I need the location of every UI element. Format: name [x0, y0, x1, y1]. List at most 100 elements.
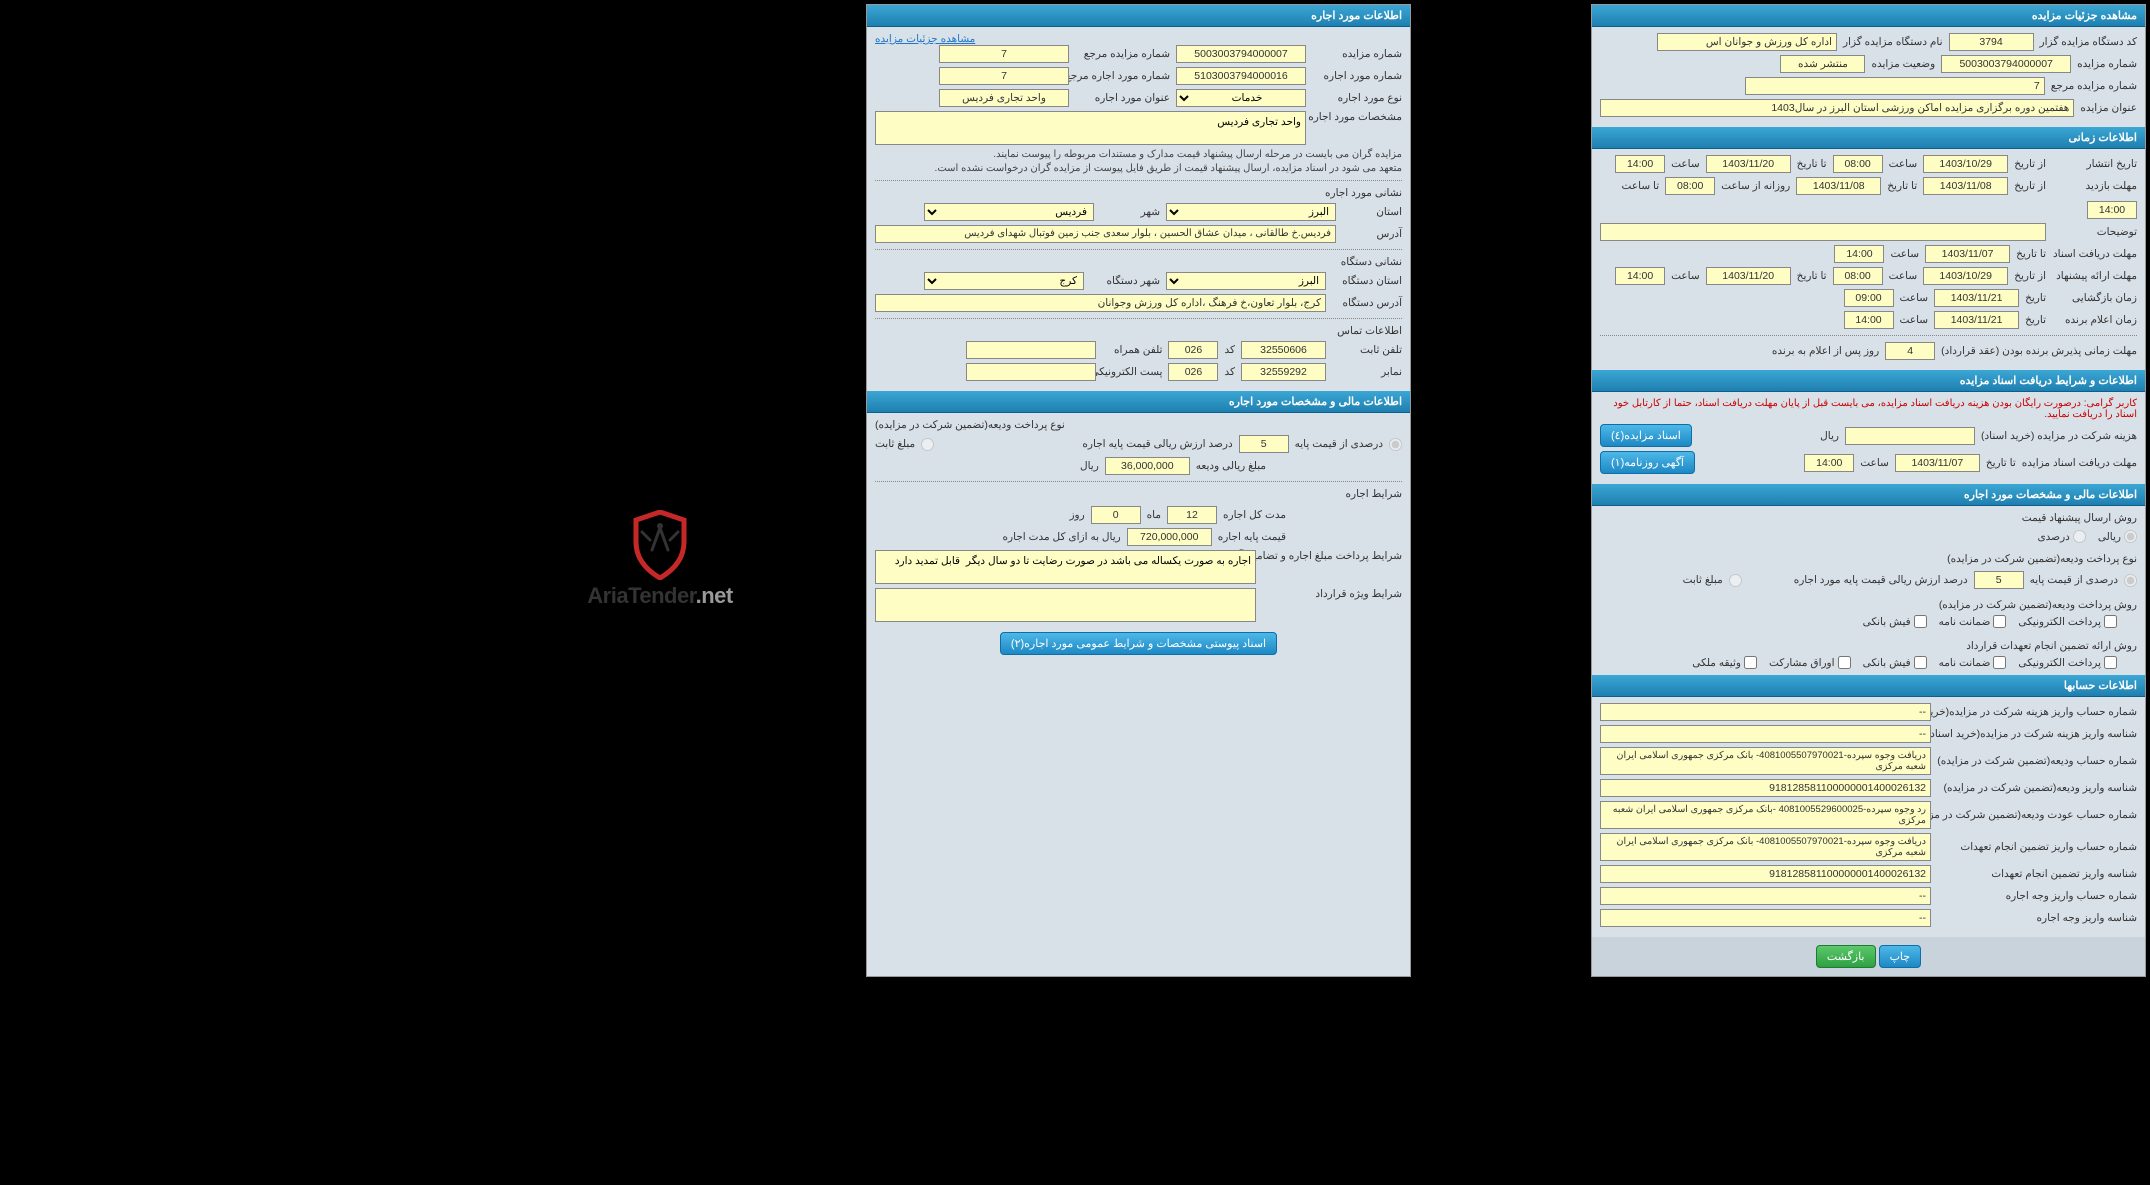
months-val: 12	[1167, 506, 1217, 524]
province-select[interactable]: البرز	[1166, 203, 1336, 221]
org-addr-header: نشانی دستگاه	[875, 256, 1402, 268]
payment-terms-label: شرایط پرداخت مبلغ اجاره و تضامین آن	[1262, 550, 1402, 562]
lf-unit: ریال	[1080, 460, 1099, 472]
special-terms-textarea[interactable]	[875, 588, 1256, 622]
l-lease-ref-label: شماره مورد اجاره مرجع	[1075, 70, 1170, 82]
pub-to-time: 14:00	[1615, 155, 1665, 173]
newspaper-ad-button[interactable]: آگهی روزنامه(١)	[1600, 451, 1695, 474]
contract-guarantee-label: روش ارائه تضمین انجام تعهدات قرارداد	[1966, 640, 2137, 652]
section-header-doc-terms: اطلاعات و شرایط دریافت اسناد مزایده	[1592, 370, 2145, 392]
fee-unit: ریال	[1820, 430, 1839, 442]
pct-val: 5	[1974, 571, 2024, 589]
section-header-time: اطلاعات زمانی	[1592, 127, 2145, 149]
org-field: اداره کل ورزش و جوانان اس	[1657, 33, 1837, 51]
code-label: کد دستگاه مزایده گزار	[2040, 36, 2137, 48]
l-lease-ref: 7	[939, 67, 1069, 85]
attachments-button[interactable]: اسناد پیوستی مشخصات و شرایط عمومی مورد ا…	[1000, 632, 1277, 655]
deposit-method-label: روش پرداخت ودیعه(تضمین شرکت در مزایده)	[1939, 599, 2137, 611]
city-label: شهر	[1100, 206, 1160, 218]
lf-pct-val: 5	[1239, 435, 1289, 453]
acc-v1: --	[1600, 703, 1931, 721]
doc-deadline-time: 14:00	[1834, 245, 1884, 263]
l-lease-no-label: شماره مورد اجاره	[1312, 70, 1402, 82]
l-ref-no-label: شماره مزایده مرجع	[1075, 48, 1170, 60]
prop-to-date: 1403/11/20	[1706, 267, 1791, 285]
print-button[interactable]: چاپ	[1879, 945, 1922, 968]
winner-time-label: زمان اعلام برنده	[2052, 314, 2137, 326]
view-details-link[interactable]: مشاهده جزئیات مزایده	[875, 33, 975, 45]
deposit-pct-radio[interactable]	[2124, 574, 2137, 587]
acc-v3: دریافت وجوه سپرده-4081005507970021- بانک…	[1600, 747, 1931, 775]
acc-l7: شناسه واریز تضمین انجام تعهدات	[1937, 868, 2137, 880]
duration-label: مدت کل اجاره	[1223, 509, 1286, 521]
mobile-label: تلفن همراه	[1102, 344, 1162, 356]
deposit-electronic[interactable]: پرداخت الکترونیکی	[2018, 615, 2117, 628]
org-city-label: شهر دستگاه	[1090, 275, 1160, 287]
open-time-label: زمان بازگشایی	[2052, 292, 2137, 304]
pct-label: درصدی از قیمت پایه	[2030, 574, 2118, 586]
auction-no-label: شماره مزایده	[2077, 58, 2137, 70]
auction-docs-button[interactable]: اسناد مزایده(٤)	[1600, 424, 1692, 447]
l-title-label: عنوان مورد اجاره	[1075, 92, 1170, 104]
notes-label: توضیحات	[2052, 226, 2137, 238]
addr-header: نشانی مورد اجاره	[875, 187, 1402, 199]
deposit-bank-slip[interactable]: فیش بانکی	[1863, 615, 1927, 628]
g-bank-slip[interactable]: فیش بانکی	[1863, 656, 1927, 669]
auction-no-field: 5003003794000007	[1941, 55, 2071, 73]
code-field: 3794	[1949, 33, 2034, 51]
back-button[interactable]: بازگشت	[1816, 945, 1876, 968]
base-price: 720,000,000	[1127, 528, 1212, 546]
lf-pct-label: درصدی از قیمت پایه	[1295, 438, 1383, 450]
visit-to-time: 14:00	[2087, 201, 2137, 219]
months-unit: ماه	[1147, 509, 1161, 521]
org-prov-select[interactable]: البرز	[1166, 272, 1326, 290]
lf-pct-suffix: درصد ارزش ریالی قیمت پایه اجاره	[1082, 438, 1232, 450]
g-bonds[interactable]: اوراق مشارکت	[1769, 656, 1851, 669]
winner-date: 1403/11/21	[1934, 311, 2019, 329]
g-property[interactable]: وثیقه ملکی	[1692, 656, 1757, 669]
deposit-fixed-radio[interactable]	[1729, 574, 1742, 587]
lf-deposit-type-label: نوع پرداخت ودیعه(تضمین شرکت در مزایده)	[875, 419, 1065, 431]
winner-time: 14:00	[1844, 311, 1894, 329]
org-city-select[interactable]: کرج	[924, 272, 1084, 290]
winner-accept-label: مهلت زمانی پذیرش برنده بودن (عقد قرارداد…	[1941, 345, 2137, 357]
l-auction-no: 5003003794000007	[1176, 45, 1306, 63]
l-spec-textarea[interactable]	[875, 111, 1306, 145]
city-select[interactable]: فردیس	[924, 203, 1094, 221]
price-method-pct[interactable]: درصدی	[2037, 530, 2085, 543]
base-price-suffix: ریال به ازای کل مدت اجاره	[1003, 531, 1121, 543]
section-header-lease: اطلاعات مورد اجاره	[867, 5, 1410, 27]
acc-v6: دریافت وجوه سپرده-4081005507970021- بانک…	[1600, 833, 1931, 861]
lf-fixed-radio[interactable]	[921, 438, 934, 451]
status-field: منتشر شده	[1780, 55, 1865, 73]
doc-deadline-date2: 1403/11/07	[1895, 454, 1980, 472]
deposit-guarantee[interactable]: ضمانت نامه	[1939, 615, 2007, 628]
l-title: واحد تجاری فردیس	[939, 89, 1069, 107]
days-unit: روز	[1069, 509, 1084, 521]
g-guarantee[interactable]: ضمانت نامه	[1939, 656, 2007, 669]
auction-details-panel: مشاهده جزئیات مزایده کد دستگاه مزایده گز…	[1591, 4, 2146, 977]
ref-no-field: 7	[1745, 77, 2045, 95]
acc-l2: شناسه واریز هزینه شرکت در مزایده(خرید اس…	[1937, 728, 2137, 740]
fax-code: 026	[1168, 363, 1218, 381]
contact-header: اطلاعات تماس	[875, 325, 1402, 337]
payment-terms-textarea[interactable]	[875, 550, 1256, 584]
fax-code-label: کد	[1224, 366, 1235, 378]
org-addr-field: کرج، بلوار تعاون،خ فرهنگ ،اداره کل ورزش …	[875, 294, 1326, 312]
acc-v5: رد وجوه سپرده-4081005529600025 -بانک مرک…	[1600, 801, 1931, 829]
title-field: هفتمین دوره برگزاری مزایده اماکن ورزشی ا…	[1600, 99, 2074, 117]
lf-deposit-amt: 36,000,000	[1105, 457, 1190, 475]
section-header-financial: اطلاعات مالی و مشخصات مورد اجاره	[1592, 484, 2145, 506]
price-method-rial[interactable]: ریالی	[2098, 530, 2137, 543]
acc-v8: --	[1600, 887, 1931, 905]
title-label: عنوان مزایده	[2080, 102, 2137, 114]
prop-to-time: 14:00	[1615, 267, 1665, 285]
lease-info-panel: اطلاعات مورد اجاره مشاهده جزئیات مزایده …	[866, 4, 1411, 977]
acc-l6: شماره حساب واریز تضمین انجام تعهدات	[1937, 841, 2137, 853]
lf-pct-radio[interactable]	[1389, 438, 1402, 451]
l-type-select[interactable]: خدمات	[1176, 89, 1306, 107]
pub-date-label: تاریخ انتشار	[2052, 158, 2137, 170]
l-type-label: نوع مورد اجاره	[1312, 92, 1402, 104]
visit-from-time: 08:00	[1665, 177, 1715, 195]
g-electronic[interactable]: پرداخت الکترونیکی	[2018, 656, 2117, 669]
